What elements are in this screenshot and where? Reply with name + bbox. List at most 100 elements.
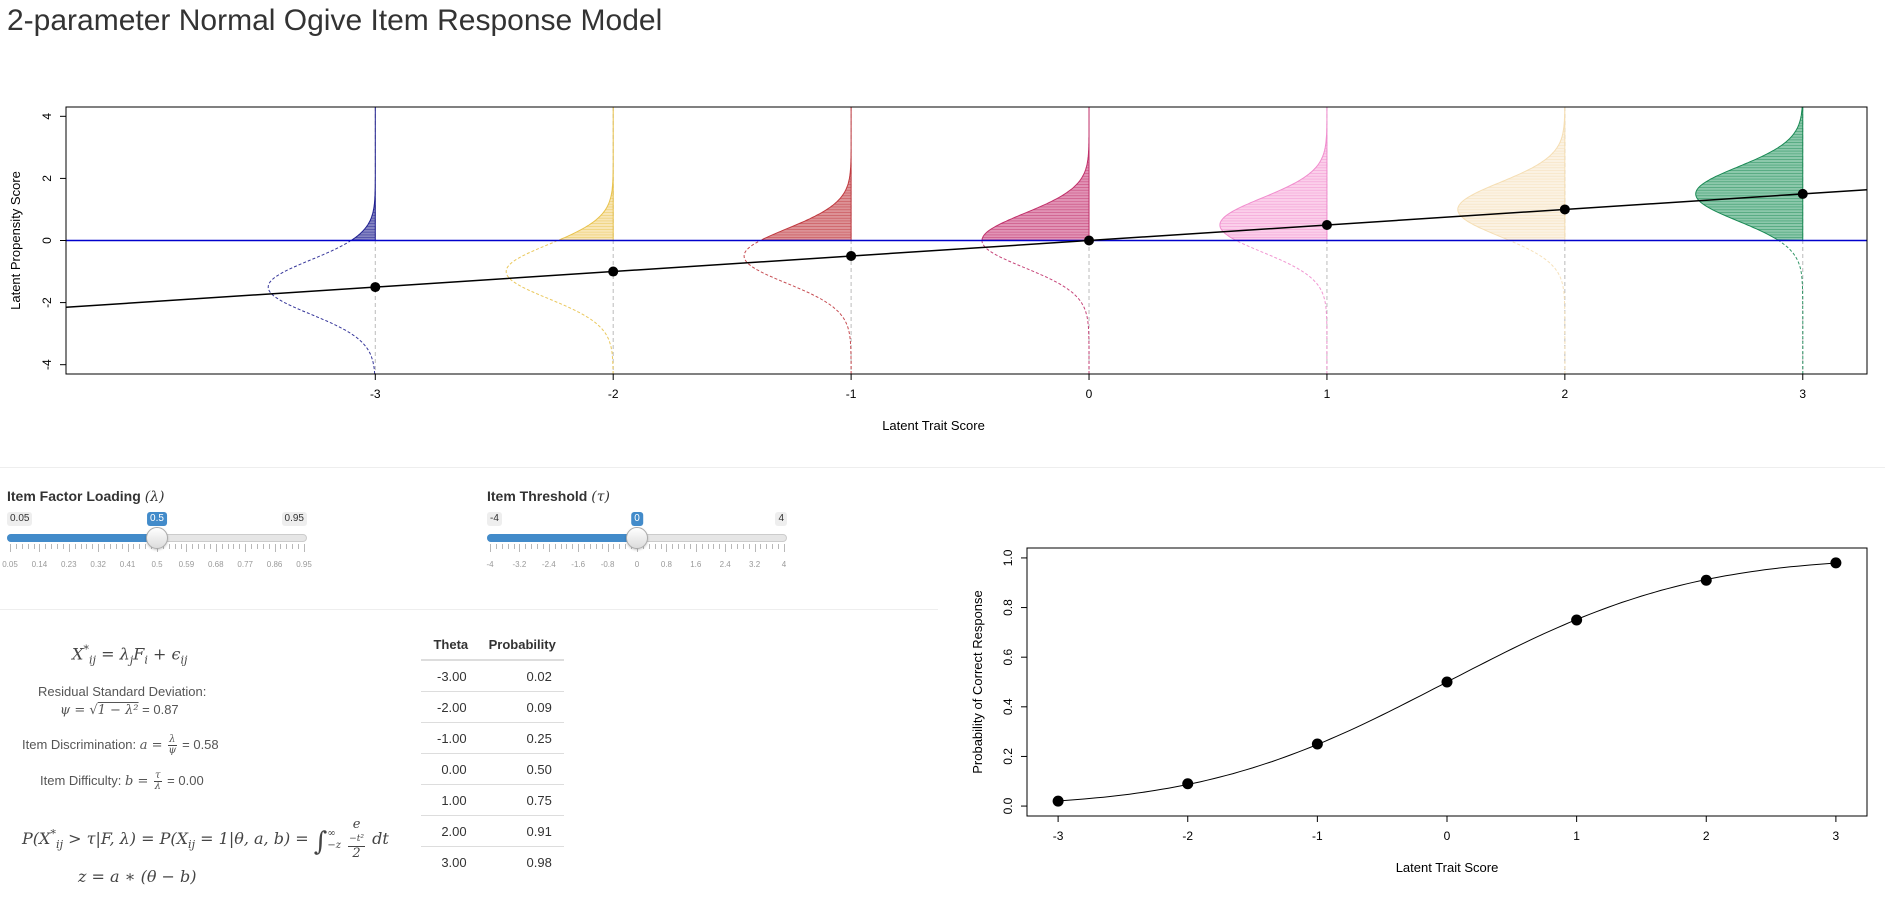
slider-tick [566,544,568,549]
slider-tick [584,544,586,549]
slider-handle[interactable] [146,527,168,549]
x-tick-label: 3 [1799,387,1806,401]
slider-tick [666,544,668,552]
slider-tick-label: -1.6 [571,560,586,569]
expected-propensity-point [1797,188,1808,199]
probability-point [1441,676,1453,688]
slider-tick [127,544,129,552]
slider-tick-label: 0.41 [119,560,136,569]
x-tick-label: 0 [1444,829,1451,843]
slider-max-label: 4 [775,512,787,526]
slider-tick [589,544,591,549]
divider [0,467,1885,468]
slider-tick [68,544,70,552]
slider-tick [613,544,615,549]
probability-cell: 0.25 [480,722,564,754]
slider-tick [239,544,241,549]
slider-tick [625,544,627,549]
slider-label: Item Threshold (τ) [487,488,610,505]
table-row: -3.00 0.02 [421,659,564,692]
slider-tick [748,544,750,549]
slider-tick [766,544,768,549]
slider-tick [601,544,603,549]
slider-min-label: 0.05 [7,512,33,526]
latent-propensity-chart: -3 -2 -1 0 1 2 3 -4 -2 0 2 4 Latent Trait Score Laten… [8,106,1868,433]
table-row: 2.00 0.91 [421,815,564,847]
plot-area [66,107,1867,374]
slider-tick [560,544,562,549]
slider-tick-label: -0.8 [600,560,615,569]
density-area-above-threshold [1457,107,1566,242]
slider-tick [548,544,550,552]
slider-tick [39,544,41,552]
slider-tick-label: 0 [634,560,640,569]
x-tick-label: -3 [1053,829,1064,843]
slider-tick [280,544,282,549]
table-header-row: Theta Probability [421,629,564,661]
probability-point [1700,574,1712,586]
slider-tick [109,544,111,549]
density-curve-below-threshold [1510,240,1566,374]
slider-tick-label: -3.2 [512,560,527,569]
probability-point [1571,614,1583,626]
slider-tick [221,544,223,549]
density-curve-below-threshold [981,241,1090,374]
density-curve-below-threshold [1237,240,1328,374]
x-tick-label: -3 [370,387,381,401]
slider-tick [98,544,100,552]
x-tick-label: -2 [1182,829,1193,843]
slider-handle[interactable] [626,527,648,549]
slider-tick [525,544,527,549]
slider-tick-label: 1.6 [690,560,702,569]
expected-propensity-point [846,251,857,262]
table-row: 1.00 0.75 [421,784,564,816]
slider-tick [760,544,762,549]
x-tick-label: 1 [1324,387,1331,401]
slider-tick-label: -4 [486,560,494,569]
slider-tick [507,544,509,549]
slider-tick [731,544,733,549]
x-tick-label: -2 [608,387,619,401]
slider-tick [537,544,539,549]
slider-value-label: 0.5 [147,512,167,526]
item-characteristic-curve-chart: -3 -2 -1 0 1 2 3 0.0 0.2 0.4 0.6 0.8 1.0 Latent Trait… [970,547,1868,875]
slider-tick [168,544,170,549]
slider-tick-label: 0.14 [31,560,48,569]
slider-tick-label: 0.68 [208,560,224,569]
y-axis-label: Probability of Correct Response [970,590,985,774]
slider-tick [104,544,106,549]
slider-tick-label: 3.2 [749,560,761,569]
slider-tick [572,544,574,549]
column-header-theta: Theta [421,629,481,661]
y-tick-label: 4 [40,113,54,120]
slider-tick-label: 0.8 [660,560,672,569]
slider-tick [198,544,200,549]
slider-tick [648,544,650,549]
expected-propensity-point [370,282,381,293]
slider-tick [660,544,662,549]
slider-tick [772,544,774,549]
probability-equation: P(X*ij > τ|F, λ) = P(Xij = 1|θ, a, b) = … [22,817,389,861]
slider-tick [256,544,258,549]
density-curve-below-threshold [505,240,614,374]
item-threshold-slider[interactable]: Item Threshold (τ) -4 4 0 -4 -3.2 -2.4 -1.6… [486,488,787,578]
slider-tick [672,544,674,549]
slider-tick [62,544,64,549]
x-tick-label: 3 [1833,829,1840,843]
slider-tick [92,544,94,549]
density-area-above-threshold [761,107,852,242]
item-factor-loading-slider[interactable]: Item Factor Loading (λ) 0.05 0.95 0.5 0.… [2,488,312,578]
slider-tick [607,544,609,552]
probability-cell: 0.09 [480,691,564,723]
y-tick-label: 0.2 [1001,748,1015,765]
slider-tick [298,544,300,549]
probability-cell: 0.02 [480,659,564,692]
slider-tick-label: 0.05 [2,560,18,569]
slider-tick [490,544,491,552]
slider-tick [27,544,29,549]
expected-propensity-point [1559,204,1570,215]
column-header-probability: Probability [480,629,564,661]
probability-point [1052,795,1064,807]
page-title: 2-parameter Normal Ogive Item Response M… [7,4,663,37]
